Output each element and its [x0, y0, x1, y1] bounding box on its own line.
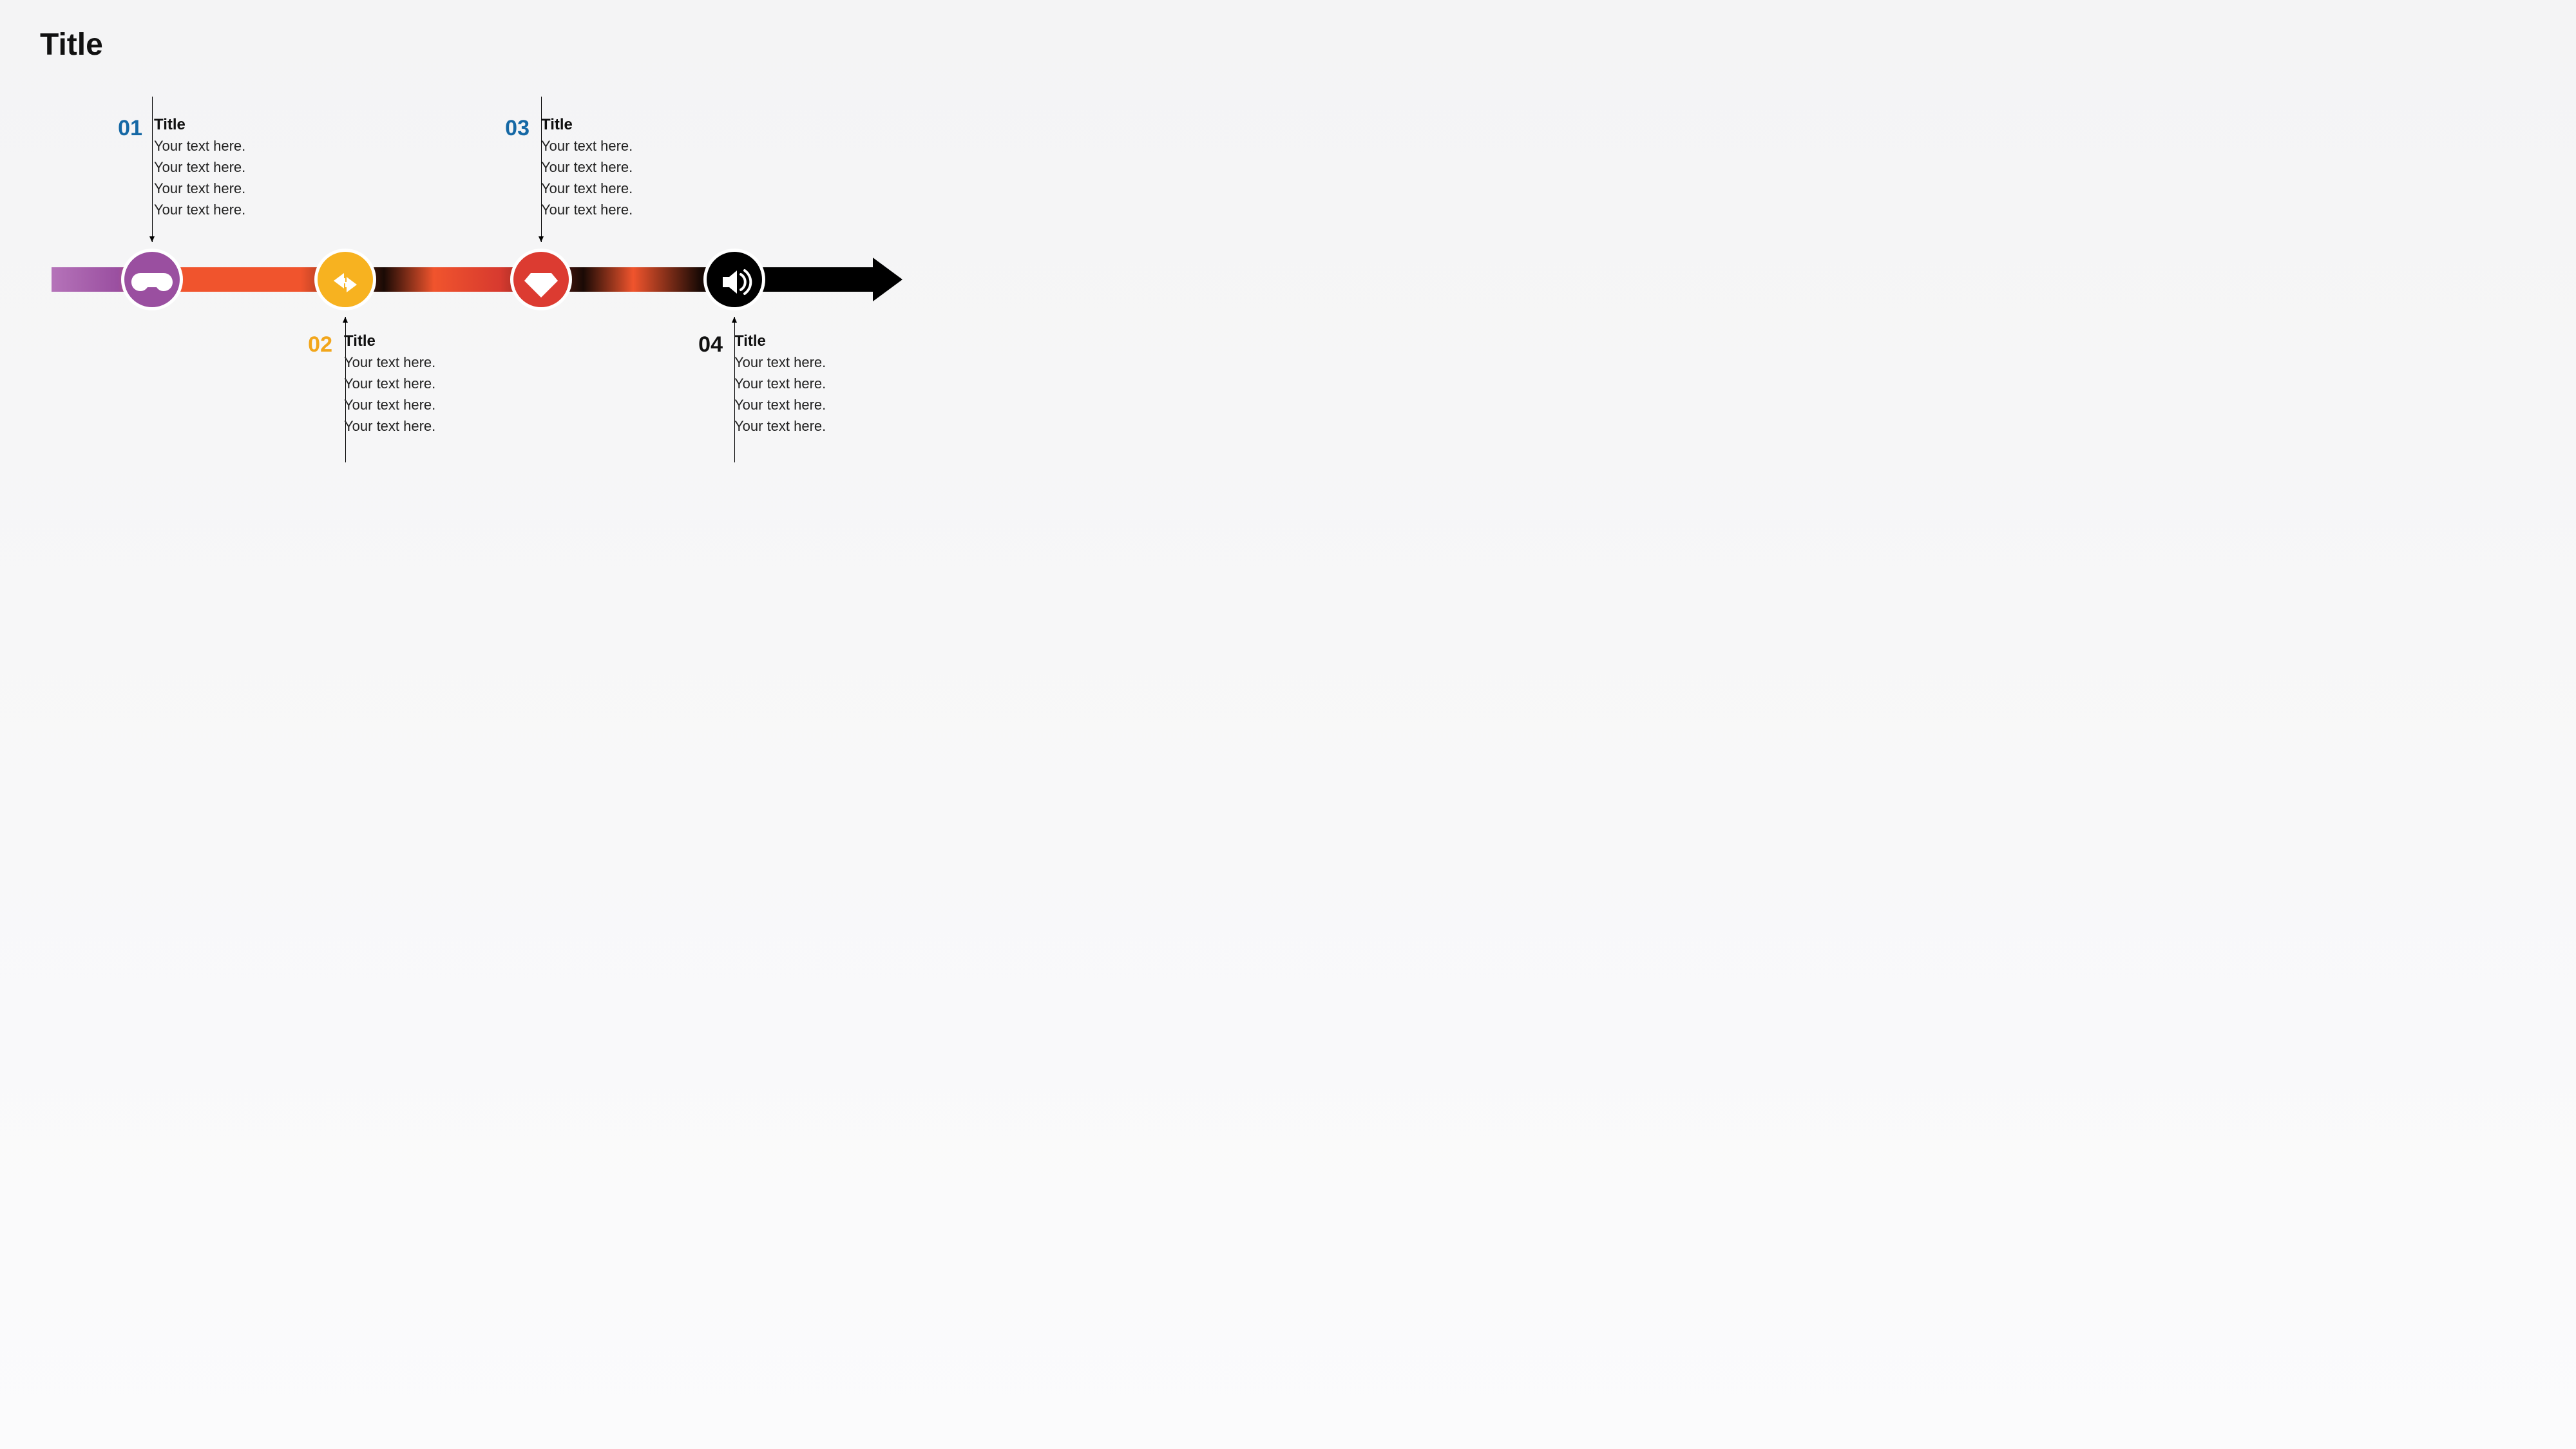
step-text-block: TitleYour text here.Your text here.Your …	[541, 116, 633, 220]
step-line: Your text here.	[734, 394, 826, 415]
step-number: 04	[693, 332, 723, 437]
step-text-block: TitleYour text here.Your text here.Your …	[154, 116, 245, 220]
step-line: Your text here.	[734, 415, 826, 437]
step-text-block: TitleYour text here.Your text here.Your …	[734, 332, 826, 437]
step-title: Title	[734, 332, 826, 350]
timeline-node-01	[121, 249, 183, 310]
timeline-node-04	[703, 249, 765, 310]
callout-03: 03TitleYour text here.Your text here.You…	[500, 116, 633, 220]
step-line: Your text here.	[344, 415, 435, 437]
diamond-icon	[520, 259, 562, 300]
timeline-arrow-head	[873, 258, 902, 301]
step-text-block: TitleYour text here.Your text here.Your …	[344, 332, 435, 437]
slide: Title 01TitleYour text here.Your text he…	[0, 0, 944, 531]
gamepad-icon	[131, 259, 173, 300]
step-title: Title	[344, 332, 435, 350]
timeline-node-03	[510, 249, 572, 310]
timeline-node-02	[314, 249, 376, 310]
step-line: Your text here.	[154, 135, 245, 156]
step-line: Your text here.	[541, 135, 633, 156]
step-line: Your text here.	[734, 373, 826, 394]
step-number: 02	[303, 332, 332, 437]
step-line: Your text here.	[154, 178, 245, 199]
volume-icon	[714, 259, 755, 300]
step-line: Your text here.	[344, 373, 435, 394]
callout-01: 01TitleYour text here.Your text here.You…	[113, 116, 245, 220]
step-line: Your text here.	[344, 394, 435, 415]
step-line: Your text here.	[734, 352, 826, 373]
callout-04: 04TitleYour text here.Your text here.You…	[693, 332, 826, 437]
step-title: Title	[154, 116, 245, 134]
callout-02: 02TitleYour text here.Your text here.You…	[303, 332, 435, 437]
step-line: Your text here.	[541, 199, 633, 220]
step-number: 01	[113, 116, 142, 220]
step-line: Your text here.	[154, 156, 245, 178]
page-title: Title	[40, 27, 103, 62]
step-line: Your text here.	[344, 352, 435, 373]
step-title: Title	[541, 116, 633, 134]
step-line: Your text here.	[154, 199, 245, 220]
step-line: Your text here.	[541, 178, 633, 199]
arrows-lr-icon	[325, 259, 366, 300]
step-line: Your text here.	[541, 156, 633, 178]
step-number: 03	[500, 116, 530, 220]
